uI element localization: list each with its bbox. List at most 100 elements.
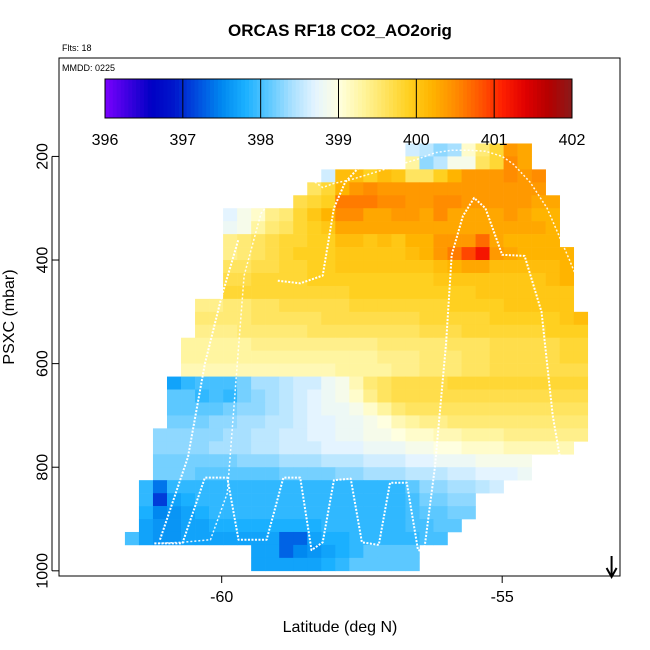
heatmap-cell [419,467,434,481]
heatmap-cell [223,519,238,533]
heatmap-cell [503,467,518,481]
heatmap-cell [279,247,294,261]
heatmap-cell [195,506,210,520]
heatmap-cell [209,402,224,416]
heatmap-cell [363,363,378,377]
heatmap-cell [489,169,504,183]
heatmap-cell [279,506,294,520]
heatmap-cell [307,363,322,377]
heatmap-cell [447,260,462,274]
heatmap-cell [447,350,462,364]
colorbar-tick-label: 398 [247,132,274,149]
heatmap-cell [349,311,364,326]
heatmap-cell [223,363,238,377]
heatmap-cell [461,311,476,326]
colorbar-swatch [455,79,460,118]
heatmap-cell [489,324,504,339]
colorbar-swatch [443,79,448,118]
heatmap-cell [335,195,350,209]
heatmap-cell [573,337,589,351]
heatmap-cell [237,415,252,429]
heatmap-cell [489,376,504,390]
colorbar-tick-label: 400 [403,132,430,149]
heatmap-cell [293,298,308,313]
heatmap-cell [489,480,504,494]
heatmap-cell [124,531,140,546]
heatmap-cell [307,272,322,287]
heatmap-cell [405,156,420,170]
heatmap-cell [559,428,575,442]
heatmap-cell [545,337,560,351]
colorbar-swatch [428,79,433,118]
heatmap-cell [475,324,490,339]
heatmap-cell [573,311,589,326]
heatmap-cell [265,557,280,572]
heatmap-cell [335,208,350,222]
heatmap-cell [503,441,518,455]
heatmap-cell [363,221,378,235]
heatmap-cell [391,285,406,300]
heatmap-cell [209,298,224,313]
heatmap-cell [545,376,560,390]
heatmap-cell [321,169,336,183]
heatmap-cell [559,311,575,326]
heatmap-cell [419,493,434,507]
heatmap-cell [223,272,238,287]
heatmap-cell [279,324,294,339]
colorbar-swatch [237,79,242,118]
heatmap-cell [559,402,575,416]
heatmap-cell [433,454,448,468]
heatmap-cell [279,493,294,507]
heatmap-cell [447,221,462,235]
heatmap-cell [559,363,575,377]
heatmap-cell [433,415,448,429]
heatmap-cell [237,467,252,481]
heatmap-cell [503,143,518,157]
heatmap-cell [517,208,532,222]
heatmap-cell [251,519,266,533]
heatmap-cell [545,285,560,300]
heatmap-cell [195,324,210,339]
colorbar-swatch [400,79,406,118]
heatmap-cell [349,272,364,287]
heatmap-cell [321,221,336,235]
heatmap-cell [307,441,322,455]
heatmap-cell [405,182,420,196]
heatmap-cell [503,234,518,248]
heatmap-cell [195,454,210,468]
heatmap-cell [251,376,266,390]
heatmap-cell [503,285,518,300]
colorbar-swatch [303,79,308,118]
heatmap-cell [293,415,308,429]
heatmap-cell [545,272,560,287]
heatmap-cell [503,337,518,351]
heatmap-cell [349,467,364,481]
heatmap-cell [503,221,518,235]
heatmap-cell [419,260,434,274]
heatmap-cell [349,531,364,546]
colorbar-swatch [509,79,515,118]
heatmap-cell [181,376,196,390]
heatmap-cell [307,260,322,274]
heatmap-cell [377,260,392,274]
heatmap-cell [237,428,252,442]
heatmap-cell [559,285,575,300]
heatmap-cell [223,311,238,326]
heatmap-cell [377,182,392,196]
heatmap-cell [335,221,350,235]
heatmap-cell [475,350,490,364]
heatmap-cell [265,208,280,222]
heatmap-cell [405,389,420,403]
heatmap-cell [461,480,476,494]
colorbar-tick-label: 402 [559,132,586,149]
heatmap-cell [475,195,490,209]
heatmap-cell [517,272,532,287]
heatmap-cell [489,298,504,313]
colorbar-swatch [147,79,153,118]
heatmap-cell [517,324,532,339]
colorbar-swatch [334,79,339,118]
heatmap-cell [503,350,518,364]
heatmap-cell [475,260,490,274]
colorbar-swatch [521,79,526,118]
heatmap-cell [237,363,252,377]
